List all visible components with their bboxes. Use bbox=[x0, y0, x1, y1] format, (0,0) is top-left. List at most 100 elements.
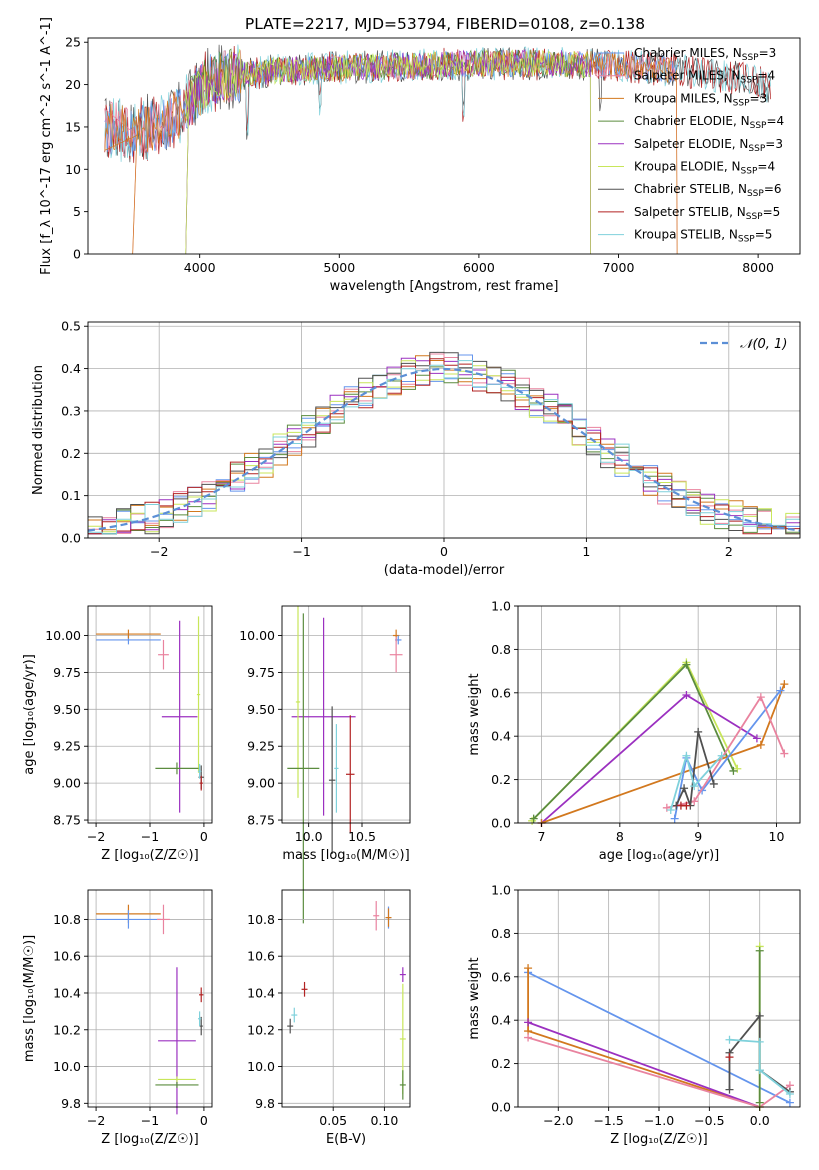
y-tick-label: 10.6 bbox=[247, 949, 275, 964]
weight-marker bbox=[682, 801, 691, 810]
weight-marker bbox=[524, 1033, 533, 1042]
axes-frame bbox=[87, 605, 213, 824]
y-tick-label: 0.0 bbox=[491, 1100, 511, 1115]
y-tick-label: 0.2 bbox=[491, 772, 511, 787]
weight-marker bbox=[755, 1066, 764, 1075]
y-tick-label: 0.2 bbox=[491, 1056, 511, 1071]
weight-marker bbox=[752, 734, 761, 743]
y-tick-label: 0.4 bbox=[61, 361, 81, 376]
x-axis-label: age [log₁₀(age/yr)] bbox=[599, 848, 720, 863]
legend-label: Kroupa ELODIE, NSSP=4 bbox=[634, 160, 775, 177]
y-axis-label: Flux [f_λ 10^-17 erg cm^-2 s^-1 A^-1] bbox=[39, 17, 54, 275]
weight-marker bbox=[682, 751, 691, 760]
grid bbox=[282, 606, 410, 823]
y-tick-label: 9.00 bbox=[53, 776, 81, 791]
x-tick-label: −2 bbox=[87, 829, 105, 844]
plot-area bbox=[287, 606, 403, 924]
errorbar-point bbox=[291, 617, 356, 816]
weight-marker bbox=[680, 784, 689, 793]
y-tick-label: 10.8 bbox=[53, 912, 81, 927]
x-axis-label: Z [log₁₀(Z/Z☉)] bbox=[101, 1132, 198, 1147]
y-tick-label: 0 bbox=[73, 247, 81, 262]
errorbar-point bbox=[291, 1007, 298, 1023]
y-tick-label: 9.00 bbox=[247, 776, 275, 791]
errorbar-point bbox=[389, 637, 403, 673]
x-tick-label: 8000 bbox=[742, 260, 774, 275]
y-tick-label: 10.00 bbox=[239, 628, 275, 643]
weight-marker bbox=[682, 690, 691, 699]
legend-label: Chabrier ELODIE, NSSP=4 bbox=[634, 114, 784, 131]
errorbar-point bbox=[399, 967, 406, 982]
y-axis-label: Normed distribution bbox=[31, 365, 46, 495]
axes-mass_vs_Z: −2 −1 0 9.8 10.0 10.2 10.4 10.6 10.8 Z [log₁₀(Z/Z… bbox=[22, 889, 213, 1147]
weight-line bbox=[527, 1021, 761, 1108]
y-tick-label: 0.3 bbox=[61, 403, 81, 418]
errorbar-point bbox=[155, 1081, 199, 1088]
plot-area bbox=[528, 658, 789, 827]
weight-line bbox=[527, 971, 791, 1104]
plot-area bbox=[104, 44, 772, 255]
y-tick-label: 9.25 bbox=[247, 739, 275, 754]
grid bbox=[88, 890, 212, 1107]
errorbar-point bbox=[199, 987, 204, 1003]
x-tick-label: 4000 bbox=[184, 260, 216, 275]
weight-marker bbox=[755, 1011, 764, 1020]
x-tick-label: 0.05 bbox=[319, 1113, 347, 1128]
x-tick-label: −0.5 bbox=[694, 1113, 724, 1128]
axes-frame bbox=[281, 889, 411, 1108]
x-tick-label: 0.0 bbox=[750, 1113, 770, 1128]
errorbar-point bbox=[346, 715, 355, 834]
x-axis-label: mass [log₁₀(M/M☉)] bbox=[282, 848, 409, 863]
x-axis-label: E(B-V) bbox=[326, 1132, 366, 1147]
axes-frame bbox=[87, 321, 801, 539]
spectrum-line bbox=[185, 48, 591, 255]
histogram-step bbox=[88, 351, 800, 535]
histogram-step bbox=[88, 358, 800, 535]
errorbar-point bbox=[295, 606, 301, 798]
weight-line bbox=[729, 1038, 791, 1095]
errorbar-point bbox=[96, 629, 161, 639]
errorbar-point bbox=[197, 1011, 202, 1027]
legend-label: 𝒩(0, 1) bbox=[740, 337, 787, 352]
y-tick-label: 9.8 bbox=[61, 1096, 81, 1111]
x-tick-label: 7000 bbox=[603, 260, 635, 275]
y-tick-label: 9.75 bbox=[247, 665, 275, 680]
y-tick-label: 0.4 bbox=[491, 729, 511, 744]
y-tick-label: 0.6 bbox=[491, 685, 511, 700]
weight-line bbox=[540, 693, 758, 824]
weight-marker bbox=[725, 1085, 734, 1094]
weight-marker bbox=[709, 779, 718, 788]
legend-label: Salpeter STELIB, NSSP=5 bbox=[634, 205, 780, 222]
legend-label: Kroupa MILES, NSSP=3 bbox=[634, 91, 767, 108]
weight-marker bbox=[682, 660, 691, 669]
y-tick-label: 9.50 bbox=[247, 702, 275, 717]
errorbar-point bbox=[197, 763, 202, 779]
weight-marker bbox=[694, 727, 703, 736]
errorbar-point bbox=[158, 639, 169, 670]
legend-label: Kroupa STELIB, NSSP=5 bbox=[634, 228, 772, 245]
normal-curve bbox=[87, 367, 801, 532]
weight-marker bbox=[756, 740, 765, 749]
plot-area bbox=[87, 351, 801, 535]
y-tick-label: 25 bbox=[65, 35, 81, 50]
weight-marker bbox=[756, 693, 765, 702]
y-tick-label: 0.0 bbox=[61, 531, 81, 546]
x-tick-label: 1 bbox=[582, 544, 590, 559]
errorbar-point bbox=[161, 620, 198, 813]
errorbar-point bbox=[96, 910, 161, 929]
x-tick-label: 5000 bbox=[323, 260, 355, 275]
errorbar-point bbox=[287, 613, 320, 924]
legend: Chabrier MILES, NSSP=3 Salpeter MILES, NS… bbox=[598, 46, 784, 245]
x-tick-label: 8 bbox=[616, 829, 624, 844]
errorbar-point bbox=[157, 904, 170, 935]
errorbar-point bbox=[287, 1018, 294, 1034]
errorbar-point bbox=[199, 775, 203, 791]
y-tick-label: 20 bbox=[65, 77, 81, 92]
plots: 4000 5000 6000 7000 80000510152025wavelength… bbox=[22, 17, 801, 1147]
weight-marker bbox=[529, 814, 538, 823]
weight-marker bbox=[776, 686, 785, 695]
weight-marker bbox=[725, 1053, 734, 1062]
y-tick-label: 9.75 bbox=[53, 665, 81, 680]
y-tick-label: 10.2 bbox=[247, 1022, 275, 1037]
